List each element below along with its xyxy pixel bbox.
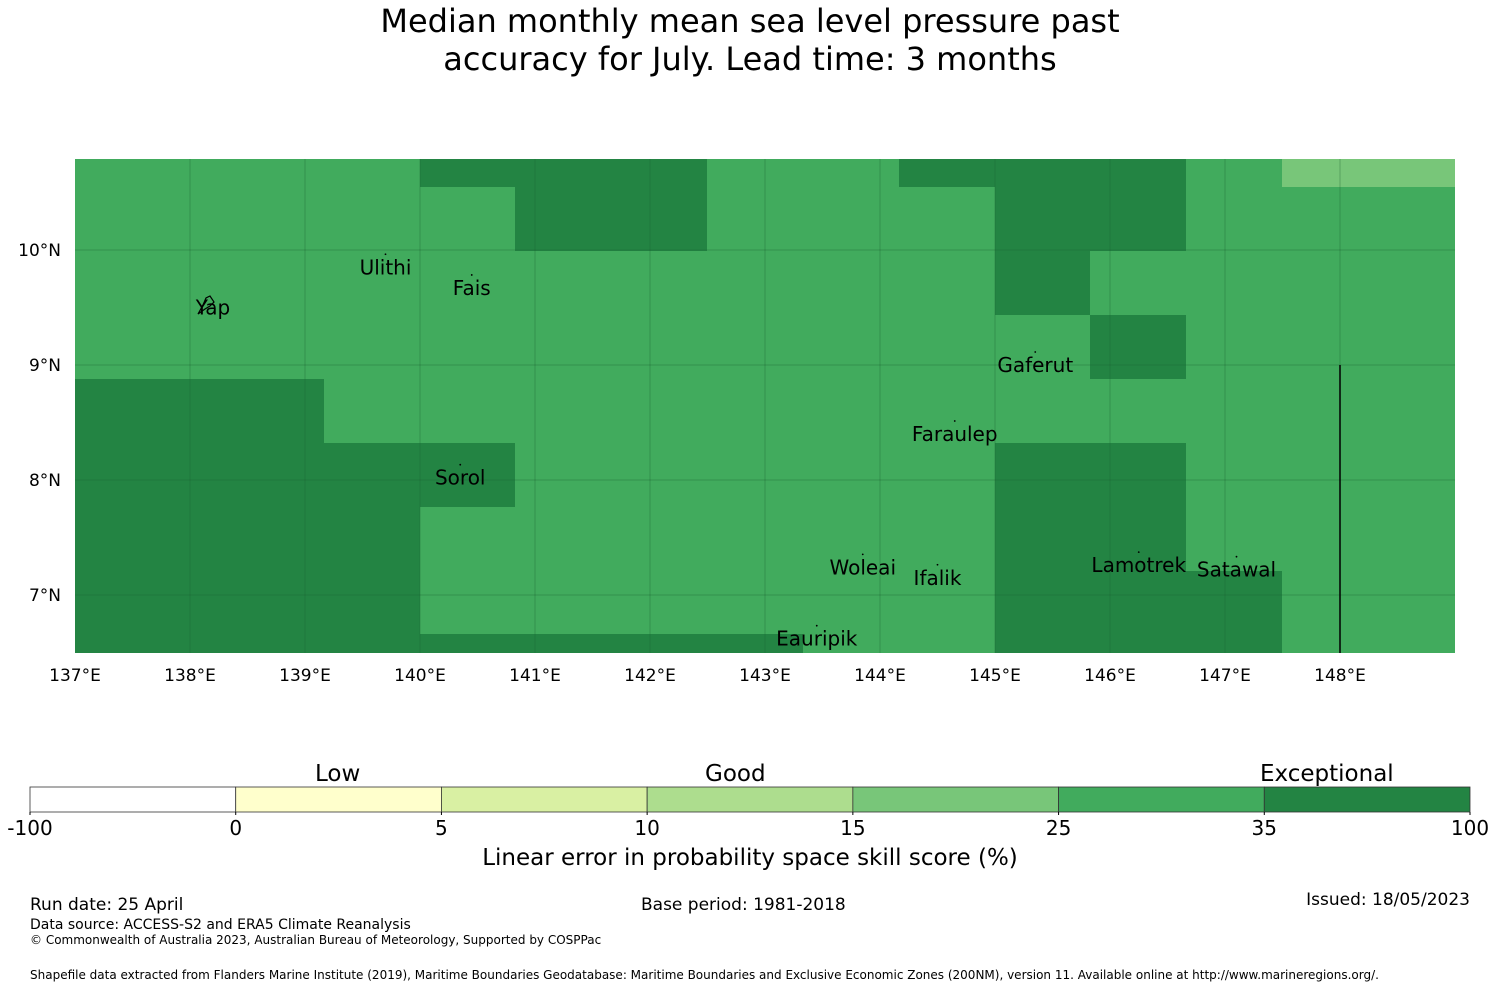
atoll-marker: [1034, 351, 1037, 353]
place-label: Ulithi: [360, 255, 412, 279]
colorbar-bin: [646, 786, 854, 813]
x-tick-label: 141°E: [509, 666, 561, 686]
x-tick-label: 147°E: [1199, 666, 1251, 686]
map-title-line-2: accuracy for July. Lead time: 3 months: [443, 40, 1057, 78]
atoll-marker: [936, 563, 939, 566]
atoll-marker: [953, 420, 956, 422]
atoll-marker: [470, 274, 473, 276]
place-label: Yap: [195, 296, 230, 320]
colorbar-bin: [235, 786, 442, 813]
grid-cell: [420, 159, 707, 187]
data-source: Data source: ACCESS-S2 and ERA5 Climate …: [30, 917, 411, 933]
atoll-marker: [1137, 551, 1140, 553]
place-label: Ifalik: [914, 566, 962, 590]
place-label: Lamotrek: [1091, 553, 1186, 577]
map-title-line-1: Median monthly mean sea level pressure p…: [380, 2, 1120, 40]
place-label: Faraulep: [912, 422, 998, 446]
x-tick-label: 140°E: [394, 666, 446, 686]
x-tick-label: 148°E: [1314, 666, 1366, 686]
colorbar-bin: [441, 786, 648, 813]
y-axis-ticks: 10°N 9°N 8°N 7°N: [18, 241, 61, 606]
place-label: Eauripik: [776, 627, 858, 651]
x-tick-label: 145°E: [969, 666, 1021, 686]
colorbar-bin: [852, 786, 1059, 813]
colorbar-category-good: Good: [705, 761, 766, 787]
y-tick-label: 8°N: [29, 471, 61, 491]
yap-island-shape: [197, 295, 215, 315]
map-plot-area: Yap Ulithi Fais Gaferut Faraulep Sorol Woleai I…: [75, 159, 1455, 653]
grid-cell: [75, 379, 324, 443]
grid-cell: [515, 187, 707, 251]
x-tick-label: 137°E: [49, 666, 101, 686]
colorbar-category-exceptional: Exceptional: [1260, 761, 1394, 787]
colorbar-tick-label: -100: [7, 816, 52, 840]
run-date: Run date: 25 April: [30, 895, 184, 915]
x-tick-label: 146°E: [1084, 666, 1136, 686]
colorbar-bin: [1263, 786, 1471, 813]
colorbar-tick-label: 15: [840, 816, 865, 840]
issued-date: Issued: 18/05/2023: [1306, 890, 1470, 910]
copyright: © Commonwealth of Australia 2023, Austra…: [30, 933, 602, 947]
exceptional-cells: [75, 159, 1282, 653]
place-label: Sorol: [435, 466, 486, 490]
grid-cell: [420, 443, 515, 507]
atoll-marker: [815, 624, 818, 627]
grid-cell: [995, 251, 1090, 315]
colorbar-bin: [29, 786, 237, 813]
grid-cell: [75, 443, 420, 653]
graticule: [75, 159, 1455, 653]
x-tick-label: 139°E: [279, 666, 331, 686]
atoll-marker: [459, 463, 462, 466]
colorbar: -100 0 5 10 15 25 35 100: [7, 786, 1489, 840]
grid-cell: [995, 443, 1186, 653]
atoll-marker: [384, 253, 387, 256]
colorbar-tick-label: 10: [634, 816, 659, 840]
colorbar-tick-label: 5: [435, 816, 448, 840]
x-tick-label: 144°E: [854, 666, 906, 686]
colorbar-tick-label: 0: [229, 816, 242, 840]
base-period: Base period: 1981-2018: [641, 895, 846, 915]
colorbar-bin: [1058, 786, 1265, 813]
grid-cell: [899, 159, 995, 187]
y-tick-label: 7°N: [29, 586, 61, 606]
x-tick-label: 143°E: [739, 666, 791, 686]
place-label: Fais: [453, 276, 491, 300]
shapefile-credit: Shapefile data extracted from Flanders M…: [30, 968, 1379, 982]
atoll-marker: [1235, 555, 1238, 558]
y-tick-label: 9°N: [29, 356, 61, 376]
grid-cell: [420, 634, 803, 653]
grid-cell: [1186, 571, 1282, 653]
place-label: Woleai: [829, 555, 896, 579]
colorbar-tick-label: 25: [1046, 816, 1071, 840]
grid-cell: [1090, 315, 1186, 379]
colorbar-tick-label: 35: [1252, 816, 1277, 840]
atoll-marker: [861, 553, 864, 556]
grid-cell: [1282, 159, 1455, 187]
grid-cell: [995, 159, 1186, 251]
y-tick-label: 10°N: [18, 241, 61, 261]
x-tick-label: 138°E: [164, 666, 216, 686]
colorbar-category-low: Low: [315, 761, 361, 787]
x-tick-label: 142°E: [624, 666, 676, 686]
x-axis-ticks: 137°E 138°E 139°E 140°E 141°E 142°E 143°E 144°E…: [49, 666, 1366, 686]
place-label: Gaferut: [997, 353, 1073, 377]
colorbar-axis-label: Linear error in probability space skill …: [482, 845, 1018, 871]
place-label: Satawal: [1197, 558, 1276, 582]
colorbar-tick-label: 100: [1451, 816, 1489, 840]
